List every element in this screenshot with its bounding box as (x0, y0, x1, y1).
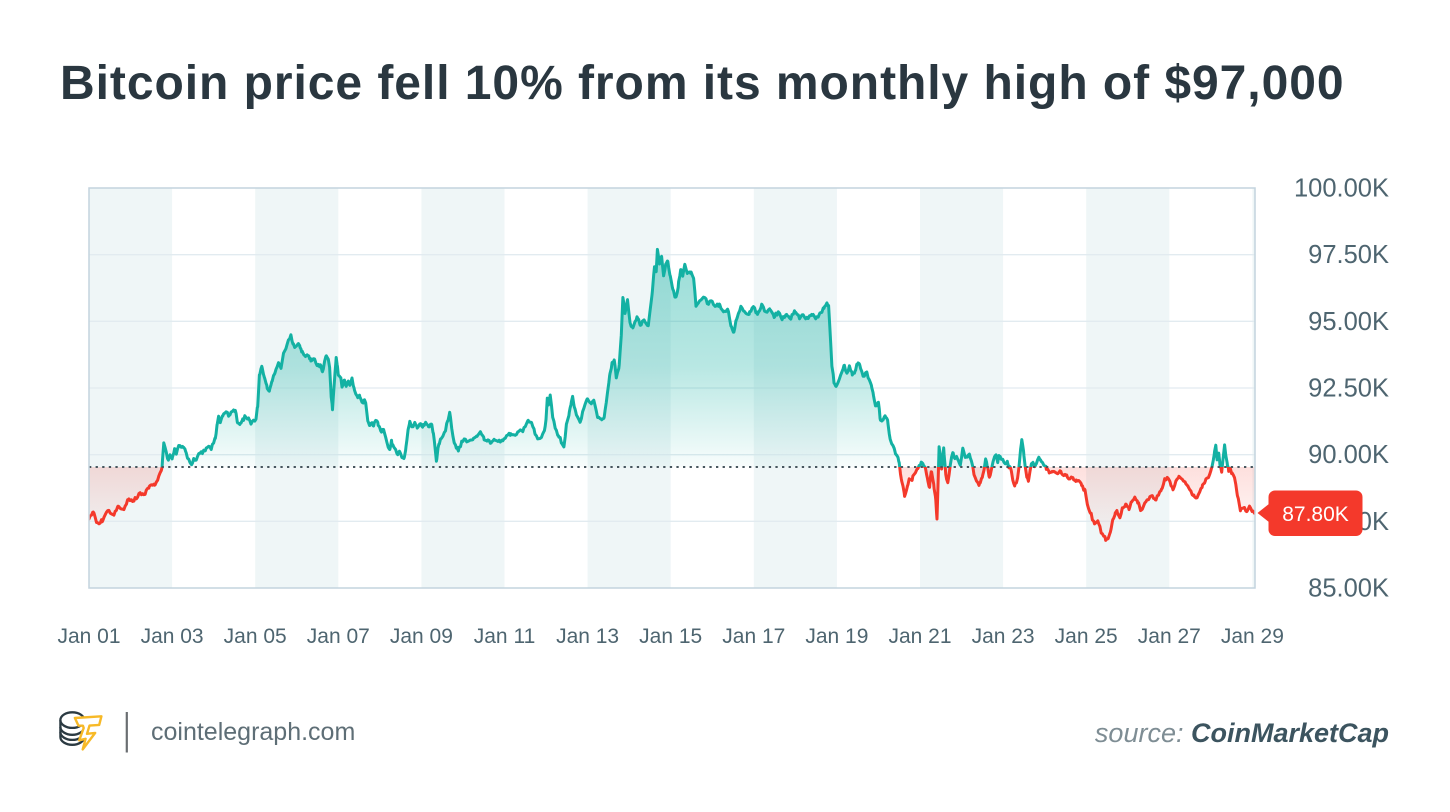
svg-text:Jan 13: Jan 13 (556, 625, 619, 648)
svg-text:Jan 03: Jan 03 (141, 625, 204, 648)
svg-text:95.00K: 95.00K (1308, 308, 1389, 336)
svg-text:90.00K: 90.00K (1308, 441, 1389, 469)
svg-text:Jan 15: Jan 15 (639, 625, 702, 648)
svg-text:Jan 21: Jan 21 (888, 625, 951, 648)
svg-text:source: CoinMarketCap: source: CoinMarketCap (1095, 718, 1389, 748)
svg-text:92.50K: 92.50K (1308, 375, 1389, 403)
svg-text:Jan 17: Jan 17 (722, 625, 785, 648)
svg-text:97.50K: 97.50K (1308, 241, 1389, 269)
svg-text:cointelegraph.com: cointelegraph.com (151, 718, 355, 746)
svg-text:Jan 11: Jan 11 (474, 625, 536, 648)
svg-text:Jan 29: Jan 29 (1221, 625, 1284, 648)
svg-text:87.80K: 87.80K (1282, 503, 1349, 526)
svg-text:Jan 19: Jan 19 (805, 625, 868, 648)
svg-text:Jan 07: Jan 07 (307, 625, 370, 648)
svg-text:85.00K: 85.00K (1308, 575, 1389, 603)
svg-text:Jan 27: Jan 27 (1138, 625, 1201, 648)
svg-text:Jan 25: Jan 25 (1055, 625, 1118, 648)
svg-text:Jan 01: Jan 01 (57, 625, 120, 648)
svg-text:Jan 05: Jan 05 (224, 625, 287, 648)
svg-text:100.00K: 100.00K (1294, 175, 1389, 203)
svg-text:Jan 09: Jan 09 (390, 625, 453, 648)
svg-text:Jan 23: Jan 23 (972, 625, 1035, 648)
